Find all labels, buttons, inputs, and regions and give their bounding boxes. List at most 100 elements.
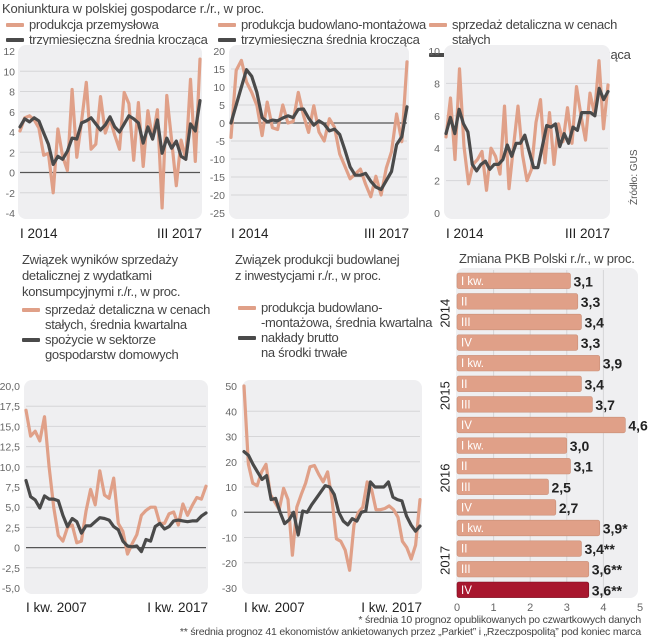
x-start-label: I kw. 2007 [244,600,305,615]
y-tick-label: -10 [222,533,237,545]
legend-label: produkcja budowlano-montażowa [241,17,426,32]
y-tick-label: 20 [225,457,237,469]
legend-swatch-orange [238,306,256,310]
legend-label: na środki trwałe [261,345,348,360]
x-tick-label: 5 [637,602,643,614]
legend-swatch-orange [6,23,24,27]
bar-value-label: 3,0 [570,438,590,454]
legend-swatch-dark [6,38,24,42]
bar-category-label: IV [461,585,472,597]
y-tick-label: 0 [219,118,225,130]
chart-title-construction-investment: Związek produkcji budowlanej z inwestycj… [235,252,400,284]
chart-title-gdp: Zmiana PKB Polski r./r., w proc. [459,251,635,266]
y-tick-label: 15,0 [0,421,20,433]
bar [456,334,579,351]
y-tick-label: -20 [210,190,225,202]
y-tick-label: 8 [434,78,440,90]
bar-category-label: I kw. [461,358,484,370]
bar-value-label: 3,3 [581,335,601,351]
y-tick-label: 10 [3,66,15,78]
bar [456,416,626,434]
title-line: Związek produkcji budowlanej [235,252,400,267]
legend-label: sprzedaż detaliczna w cenach stałych [452,17,618,47]
bar-category-label: III [461,399,471,411]
y-tick-label: -20 [222,558,237,570]
bar-category-label: IV [461,338,472,350]
legend-industrial: produkcja przemysłowa trzymiesięczna śre… [6,17,208,47]
y-tick-label: 7,5 [5,482,20,494]
bar-value-label: 3,4 [584,315,604,331]
x-start-label: I 2014 [20,226,58,241]
y-tick-label: 0 [231,507,237,519]
y-tick-label: 10 [213,82,225,94]
bar-value-label: 3,6** [592,582,623,598]
y-tick-label: 5 [219,100,225,112]
y-tick-label: 0 [14,543,20,555]
bar [456,499,557,516]
y-tick-label: -15 [210,172,225,184]
bar [456,458,571,475]
series-line-dark [444,86,610,173]
y-tick-label: 2,5 [5,522,20,534]
y-tick-label: -10 [210,154,225,166]
y-tick-label: -2 [6,188,15,200]
x-end-label: I kw. 2017 [147,600,208,615]
y-tick-label: 0 [9,168,15,180]
bar-value-label: 3,9 [603,356,623,372]
legend-swatch-dark [22,338,40,342]
legend-label: produkcja przemysłowa [29,17,159,32]
y-tick-label: -5,0 [2,583,20,595]
bar-category-label: III [461,317,471,329]
x-start-label: I 2014 [231,226,269,241]
x-tick-label: 3 [564,602,570,614]
legend-construction-investment: produkcja budowlano- -montażowa, średnia … [238,300,433,360]
y-tick-label: 2 [434,176,440,188]
x-tick-label: 2 [527,602,533,614]
title-line: z inwestycjami r./r., w proc. [235,268,381,283]
y-tick-label: 30 [225,432,237,444]
bar [456,355,601,372]
legend-label: gospodarstw domowych [45,347,179,362]
bar-category-label: IV [461,502,472,514]
bar-value-label: 3,6** [592,562,623,578]
bar-category-label: III [461,482,471,494]
legend-label: sprzedaż detaliczna w cenach [45,302,211,317]
series-line-dark [24,478,208,554]
bar-value-label: 3,7 [595,397,615,413]
bar [456,540,582,557]
chart-industrial-production: 12 10 8 6 4 2 0 -2 -4 I 2014 III 2017 [3,45,202,241]
bar-value-label: 3,4** [584,541,615,557]
y-tick-label: 50 [225,381,237,393]
y-tick-label: 12 [3,46,15,58]
y-tick-label: 10 [428,46,440,58]
y-tick-label: 40 [225,406,237,418]
title-line: konsumpcyjnymi r./r., w proc. [22,284,181,299]
legend-construction: produkcja budowlano-montażowa trzymiesię… [218,17,426,47]
series-line-orange [24,408,208,556]
title-line: detalicznej z wydatkami [22,268,152,283]
bar-category-label: II [461,296,467,308]
y-tick-label: -2,5 [2,563,20,575]
footnote-single: * średnia 10 prognoz opublikowanych po c… [358,614,641,626]
series-line-dark [242,450,422,537]
legend-label: stałych, średnia kwartalna [45,317,187,332]
y-tick-label: 8 [9,87,15,99]
legend-retail-consumption: sprzedaż detaliczna w cenach stałych, śre… [22,302,210,362]
y-tick-label: 12,5 [0,442,20,454]
y-tick-label: -5 [216,136,225,148]
bar [456,437,568,454]
legend-label: produkcja budowlano- [261,300,383,315]
footnote-double: ** średnia prognoz 41 ekonomistów ankiet… [179,626,641,638]
x-tick-label: 4 [600,602,606,614]
bar-category-label: II [461,379,467,391]
bar-value-label: 2,5 [552,479,572,495]
chart-gdp-bars: 0 1 2 3 4 5 2014 I kw. 3,1 II 3,3 III 3,4 IV 3,3 2015 I … [437,268,648,614]
bar [456,561,590,578]
bar-value-label: 2,7 [559,500,579,516]
title-line: Związek wyników sprzedaży [22,252,178,267]
bar-value-label: 3,9* [603,521,628,537]
bar-category-label: II [461,544,467,556]
y-tick-label: 10,0 [0,462,20,474]
y-tick-label: -4 [6,208,15,220]
year-label: 2016 [437,464,452,493]
